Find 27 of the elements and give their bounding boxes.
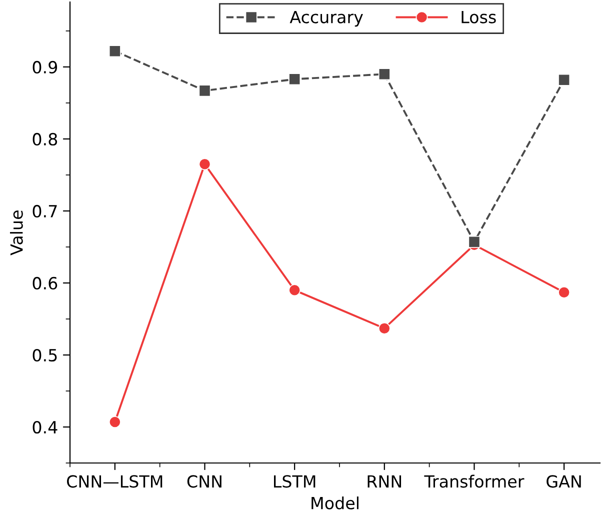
x-tick-label: CNN — [187, 475, 222, 488]
y-tick-label: 0.7 — [32, 204, 57, 218]
point — [108, 416, 121, 428]
x-axis-title: Model — [312, 496, 358, 510]
x-tick-label: Transformer — [424, 474, 524, 488]
point — [378, 322, 390, 334]
y-tick-label: 0.9 — [32, 60, 58, 74]
legend-label: Accurary — [290, 10, 363, 27]
y-tick-label: 0.4 — [32, 420, 58, 434]
y-tick-label: 0.6 — [32, 276, 58, 290]
point — [288, 284, 301, 296]
x-tick-label: LSTM — [274, 475, 316, 488]
point — [558, 286, 570, 298]
point — [558, 74, 570, 86]
x-tick-label: CNN—LSTM — [67, 475, 162, 488]
point — [108, 45, 121, 58]
point — [198, 158, 211, 170]
x-tick-label: RNN — [368, 475, 402, 488]
y-tick-label: 0.8 — [32, 132, 58, 146]
y-tick-label: 0.5 — [32, 348, 57, 362]
point — [288, 73, 301, 86]
y-axis-title: Value — [10, 210, 23, 256]
point — [198, 84, 211, 97]
legend-label: Loss — [462, 10, 496, 24]
x-tick-label: GAN — [546, 475, 581, 488]
point — [378, 68, 390, 80]
point — [468, 236, 480, 248]
